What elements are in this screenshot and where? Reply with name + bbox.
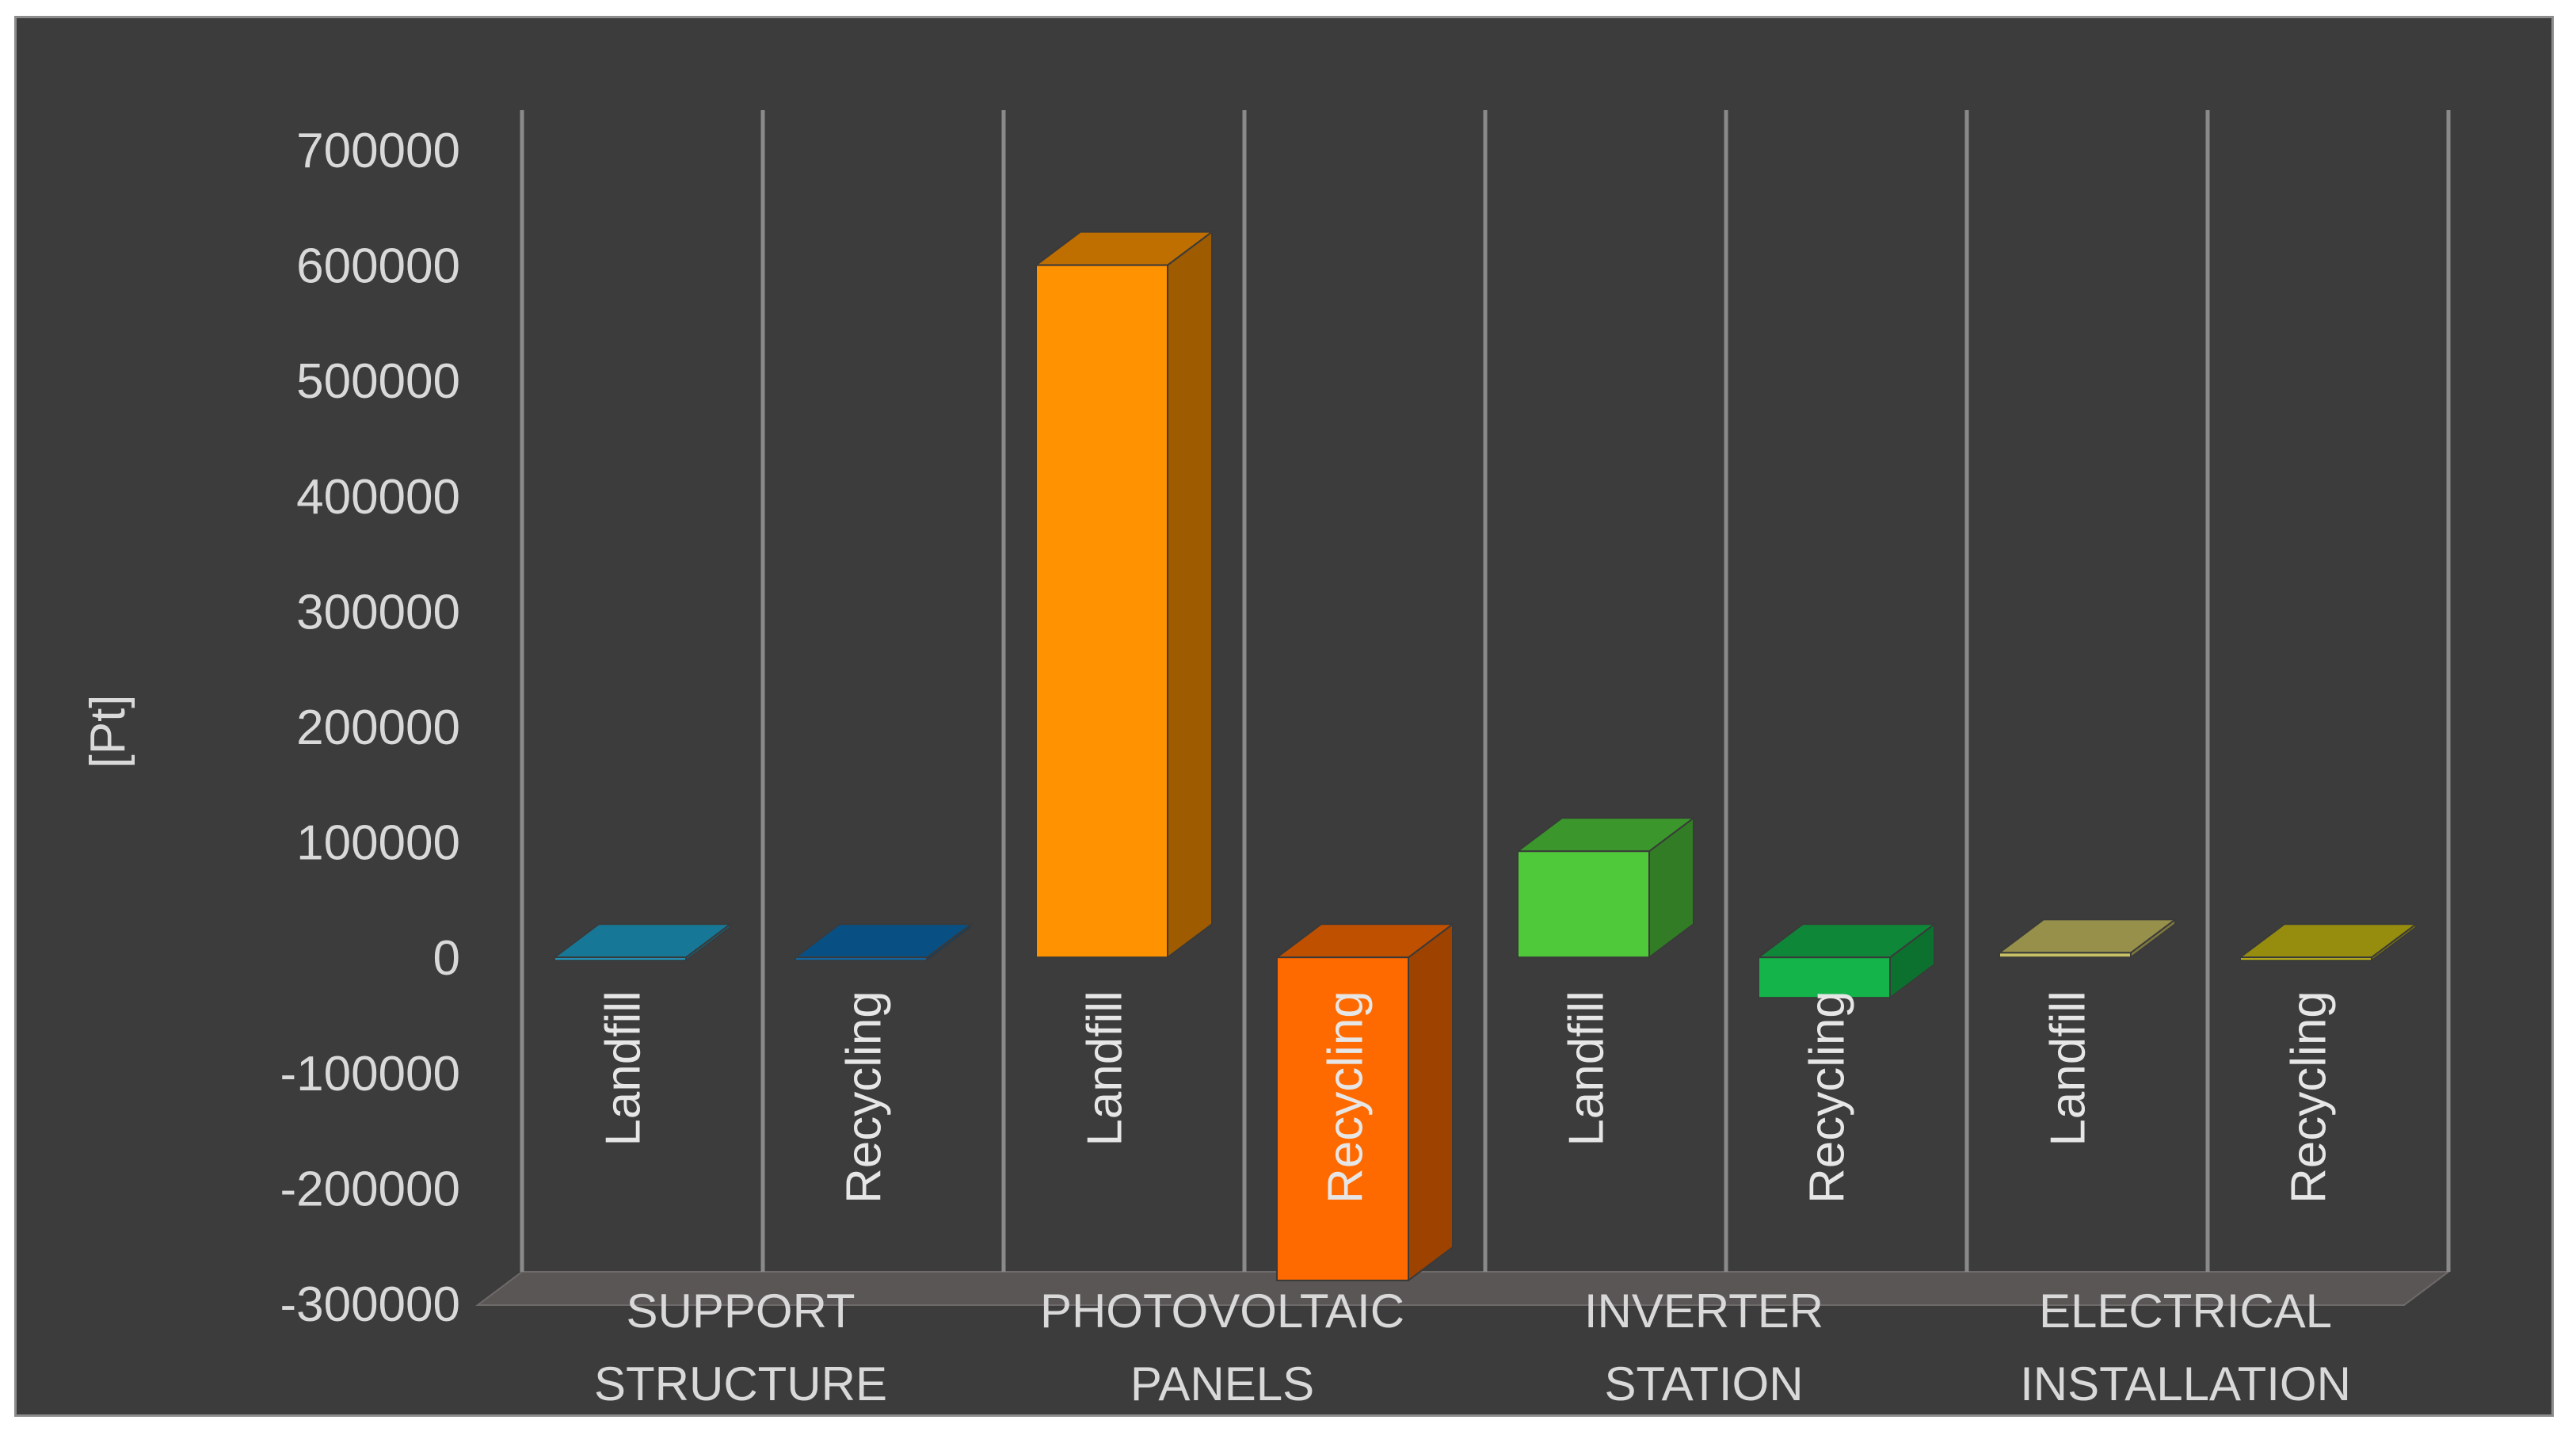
y-tick-label: 500000 [296,354,460,409]
bar-top [1997,918,2178,954]
y-tick-label: 600000 [296,239,460,294]
bar-front [1999,952,2132,959]
y-tick-label: 700000 [296,124,460,178]
bar-front [795,956,928,962]
bar-side [1408,922,1454,1282]
chart-frame: 700000 600000 500000 400000 300000 200000 1000… [14,16,2554,1417]
y-tick-label: 200000 [296,700,460,755]
category-label: ELECTRICAL INSTALLATION [2020,1284,2351,1410]
bar-recycling-1 [793,922,974,963]
bar-side [1167,230,1213,960]
y-tick-label: 0 [433,931,460,986]
y-tick-label: -200000 [280,1162,460,1216]
bar-front [554,956,687,962]
bar-landfill-4 [1997,918,2178,960]
bar-label: Landfill [2041,991,2095,1146]
y-axis-label: [Pt] [81,694,135,768]
bar-landfill-3 [1515,816,1696,960]
bar-label: Recycling [1800,991,1854,1204]
bar-top [793,923,974,959]
y-tick-label: 300000 [296,585,460,639]
category-label: SUPPORT STRUCTURE [594,1284,887,1410]
bar-label: Recycling [836,991,891,1204]
bar-label: Recycling [1318,991,1373,1204]
bar-top [552,923,733,959]
y-tick-label: -300000 [280,1277,460,1332]
y-tick-label: -100000 [280,1047,460,1101]
bar-front [1758,956,1891,999]
bar-landfill-1 [552,922,733,963]
bar-chart: 700000 600000 500000 400000 300000 200000 1000… [81,110,2451,1410]
bar-label: Recycling [2281,991,2336,1204]
bar-recycling-3 [1756,922,1937,1000]
category-label: INVERTER STATION [1584,1284,1823,1410]
bar-recycling-4 [2238,922,2418,963]
bar-landfill-2 [1034,230,1214,960]
bar-label: Landfill [1559,991,1614,1146]
bar-front [1517,850,1650,959]
bar-recycling-2 [1275,922,1455,1282]
bar-label: Landfill [1077,991,1132,1146]
bar-label: Landfill [596,991,650,1146]
y-tick-label: 100000 [296,816,460,871]
category-label: PHOTOVOLTAIC PANELS [1040,1284,1404,1410]
bar-front [1276,956,1409,1281]
bar-front [1035,264,1168,959]
bar-front [2239,956,2372,962]
bar-top [2238,923,2418,959]
y-tick-label: 400000 [296,470,460,525]
